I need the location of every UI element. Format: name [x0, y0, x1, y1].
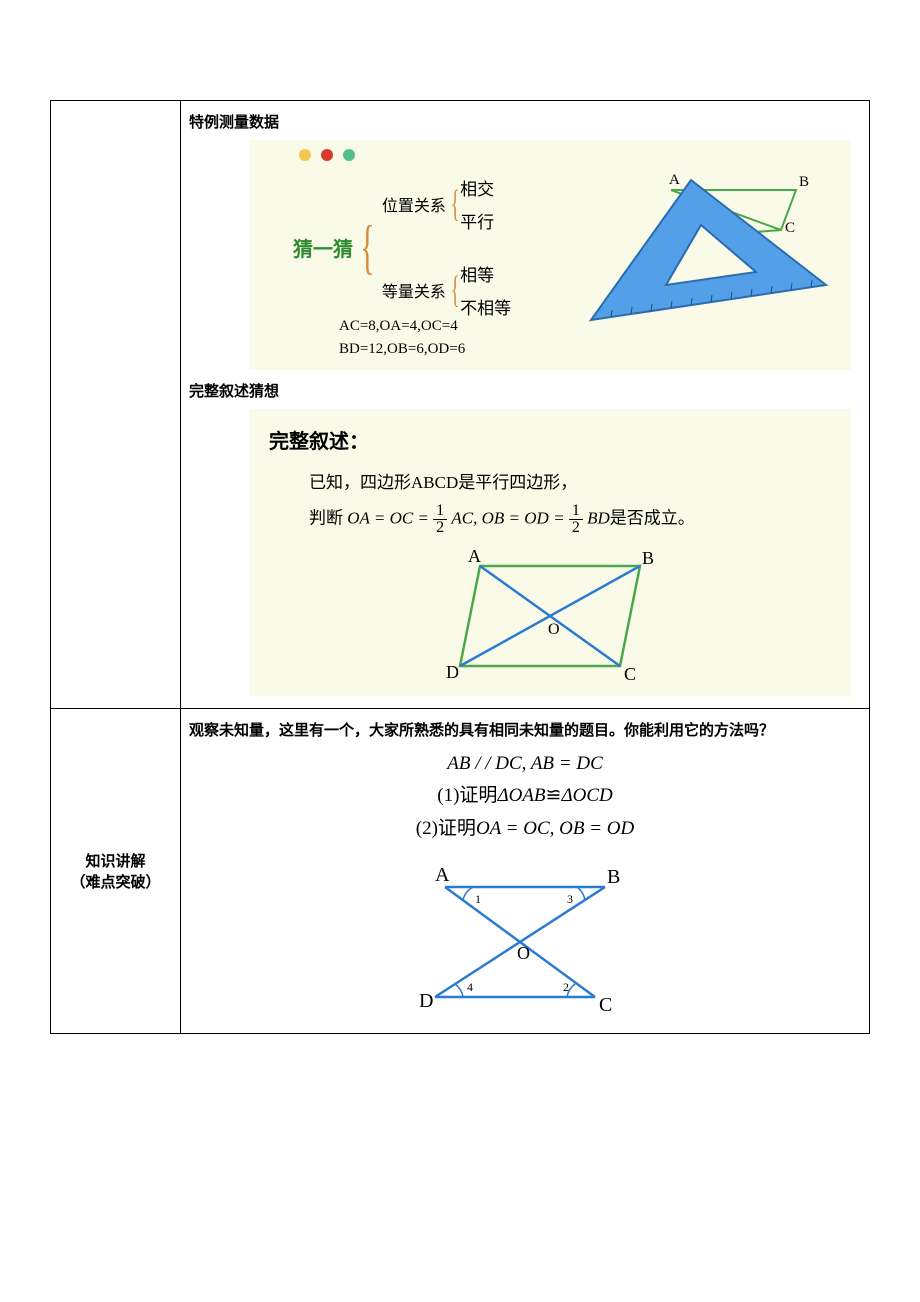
cx-O: O: [517, 943, 530, 963]
full-desc-title: 完整叙述：: [269, 425, 831, 454]
frac1: 12: [433, 503, 447, 536]
ruler-triangle-figure: A B C: [581, 160, 841, 360]
line3-math: OA = OC, OB = OD: [476, 818, 634, 839]
angle-4: 4: [467, 980, 473, 994]
measurements: AC=8,OA=4,OC=4 BD=12,OB=6,OD=6: [339, 315, 465, 360]
proof-line2: (1)证明ΔOAB≌ΔOCD: [189, 780, 861, 812]
brace-sub2: {: [450, 279, 459, 302]
dot-teal: [343, 149, 355, 161]
frac2: 12: [569, 503, 583, 536]
arc4: [455, 984, 463, 997]
label-B: B: [799, 174, 809, 190]
judge-line: 判断 OA = OC = 12 AC, OB = OD = 12 BD是否成立。: [309, 503, 831, 536]
heading-special-case: 特例测量数据: [189, 111, 861, 132]
judge-mid1: OA = OC =: [347, 508, 433, 527]
row2-content-cell: 观察未知量，这里有一个，大家所熟悉的具有相同未知量的题目。你能利用它的方法吗？ …: [181, 709, 870, 1034]
row2-left-cell: 知识讲解 （难点突破）: [51, 709, 181, 1034]
cx-C: C: [599, 994, 612, 1016]
row1-left-cell: [51, 101, 181, 709]
line3-pre: (2): [416, 818, 438, 839]
judge-mid2: AC, OB = OD =: [451, 508, 568, 527]
arc3: [577, 887, 585, 901]
pg-D: D: [446, 662, 459, 682]
guess-brace-block: 猜一猜 { 位置关系 { 相交 平行 等量关系: [293, 175, 511, 319]
position-relation-label: 位置关系: [382, 192, 446, 216]
line2-cn: 证明: [459, 785, 497, 806]
meas-line2: BD=12,OB=6,OD=6: [339, 338, 465, 361]
dot-yellow: [299, 149, 311, 161]
row1-content-cell: 特例测量数据 猜一猜 { 位置关系 { 相交: [181, 101, 870, 709]
meas-line1: AC=8,OA=4,OC=4: [339, 315, 465, 338]
lesson-table: 特例测量数据 猜一猜 { 位置关系 { 相交: [50, 100, 870, 1034]
proof-line1: AB / / DC, AB = DC: [189, 748, 861, 780]
pg-B: B: [642, 548, 654, 568]
opt-equal: 相等: [460, 261, 511, 286]
left-label-line2: （难点突破）: [59, 871, 172, 892]
pg-diag-bd: [460, 566, 640, 666]
line2-math: ΔOAB≌ΔOCD: [497, 785, 612, 806]
angle-1: 1: [475, 892, 481, 906]
label-C: C: [785, 220, 795, 236]
label-A: A: [669, 172, 680, 188]
brace-main: {: [360, 232, 374, 262]
judge-suffix: 是否成立。: [610, 508, 695, 527]
opt-parallel: 平行: [460, 208, 494, 233]
given-line: 已知，四边形ABCD是平行四边形，: [309, 468, 831, 493]
proof-line3: (2)证明OA = OC, OB = OD: [189, 813, 861, 845]
angle-3: 3: [567, 892, 573, 906]
opt-not-equal: 不相等: [460, 294, 511, 319]
color-dots: [299, 148, 361, 166]
cx-A: A: [435, 864, 450, 886]
arc1: [463, 887, 473, 900]
line2-pre: (1): [437, 785, 459, 806]
crossed-triangles-figure: A B C D O 1 2 3 4: [395, 857, 655, 1027]
given-text: 已知，四边形ABCD是平行四边形，: [309, 473, 577, 492]
brace-sub1: {: [450, 193, 459, 216]
parallelogram-figure: A B C D O: [410, 546, 690, 686]
heading-full-statement: 完整叙述猜想: [189, 380, 861, 401]
guess-label: 猜一猜: [293, 233, 353, 262]
pg-A: A: [468, 546, 481, 566]
pg-C: C: [624, 664, 636, 684]
judge-prefix: 判断: [309, 508, 343, 527]
observation-line: 观察未知量，这里有一个，大家所熟悉的具有相同未知量的题目。你能利用它的方法吗？: [189, 719, 861, 740]
figure2-panel: 完整叙述： 已知，四边形ABCD是平行四边形， 判断 OA = OC = 12 …: [249, 409, 851, 696]
angle-2: 2: [563, 980, 569, 994]
opt-intersect: 相交: [460, 175, 494, 200]
cx-B: B: [607, 866, 620, 888]
line3-cn: 证明: [438, 818, 476, 839]
line-BD: [435, 887, 605, 997]
dot-red: [321, 149, 333, 161]
pg-O: O: [548, 621, 560, 638]
proof-lines: AB / / DC, AB = DC (1)证明ΔOAB≌ΔOCD (2)证明O…: [189, 748, 861, 845]
cx-D: D: [419, 990, 433, 1012]
equal-relation-label: 等量关系: [382, 278, 446, 302]
left-label-line1: 知识讲解: [59, 850, 172, 871]
figure1-panel: 猜一猜 { 位置关系 { 相交 平行 等量关系: [249, 140, 851, 370]
